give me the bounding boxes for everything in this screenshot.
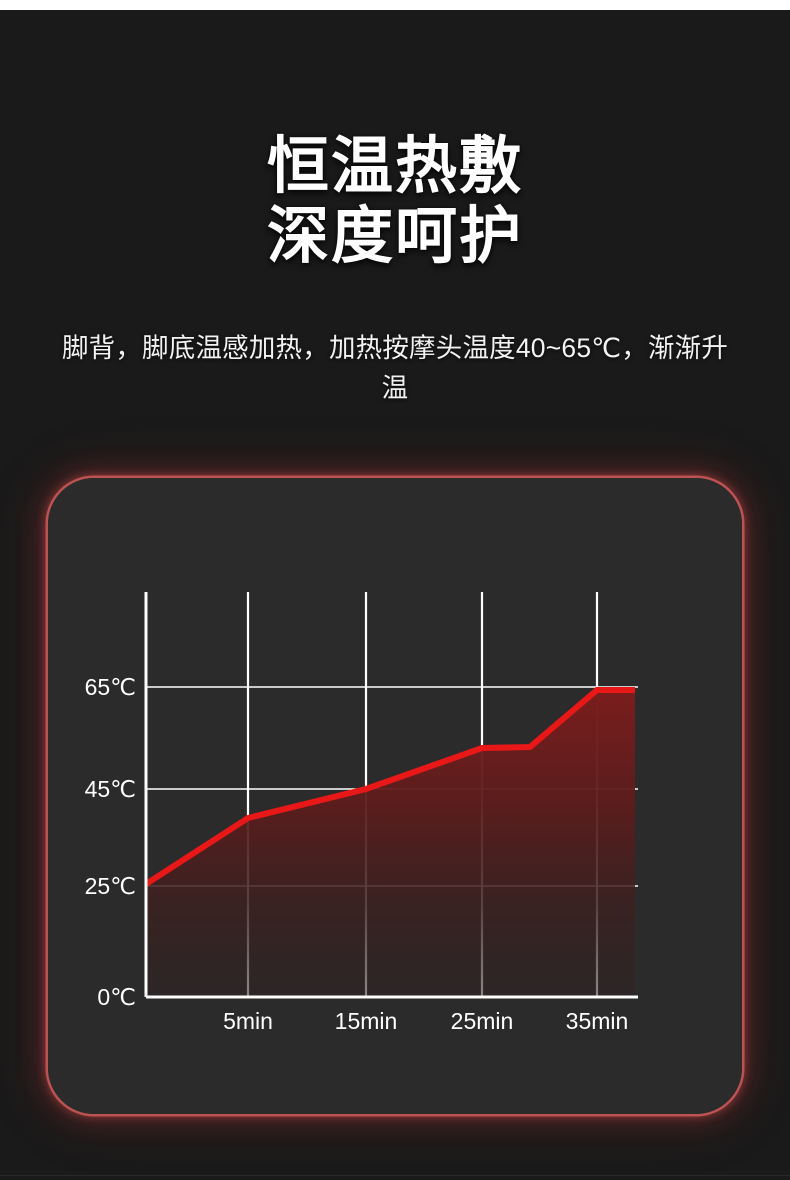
x-tick-label-35min: 35min bbox=[566, 1008, 629, 1034]
chart-axes bbox=[144, 592, 638, 999]
headline-line-1: 恒温热敷 bbox=[266, 132, 523, 201]
x-tick-label-15min: 15min bbox=[335, 1008, 398, 1034]
headline-line-2: 深度呵护 bbox=[266, 202, 523, 272]
bottom-divider bbox=[0, 1175, 790, 1176]
temperature-chart: 65℃ 45℃ 25℃ 0℃ 5min 15min 25min 35min bbox=[48, 478, 742, 1114]
x-tick-label-5min: 5min bbox=[223, 1008, 273, 1034]
y-tick-label-65: 65℃ bbox=[85, 674, 136, 700]
y-tick-label-25: 25℃ bbox=[85, 873, 136, 899]
chart-card: 65℃ 45℃ 25℃ 0℃ 5min 15min 25min 35min bbox=[48, 478, 742, 1114]
page-subtitle: 脚背，脚底温感加热，加热按摩头温度40~65℃，渐渐升温 bbox=[61, 333, 729, 404]
page-title: 恒温热敷 深度呵护 bbox=[0, 132, 790, 272]
chart-line-series bbox=[144, 687, 635, 887]
y-tick-label-45: 45℃ bbox=[85, 776, 136, 802]
y-tick-label-0: 0℃ bbox=[97, 984, 136, 1010]
chart-x-axis-labels: 5min 15min 25min 35min bbox=[223, 1008, 628, 1034]
top-white-strip bbox=[0, 0, 790, 10]
x-tick-label-25min: 25min bbox=[451, 1008, 514, 1034]
chart-y-axis-labels: 65℃ 45℃ 25℃ 0℃ bbox=[85, 674, 136, 1010]
chart-area-fill bbox=[146, 690, 635, 997]
temperature-chart-svg: 65℃ 45℃ 25℃ 0℃ 5min 15min 25min 35min bbox=[85, 592, 638, 1034]
